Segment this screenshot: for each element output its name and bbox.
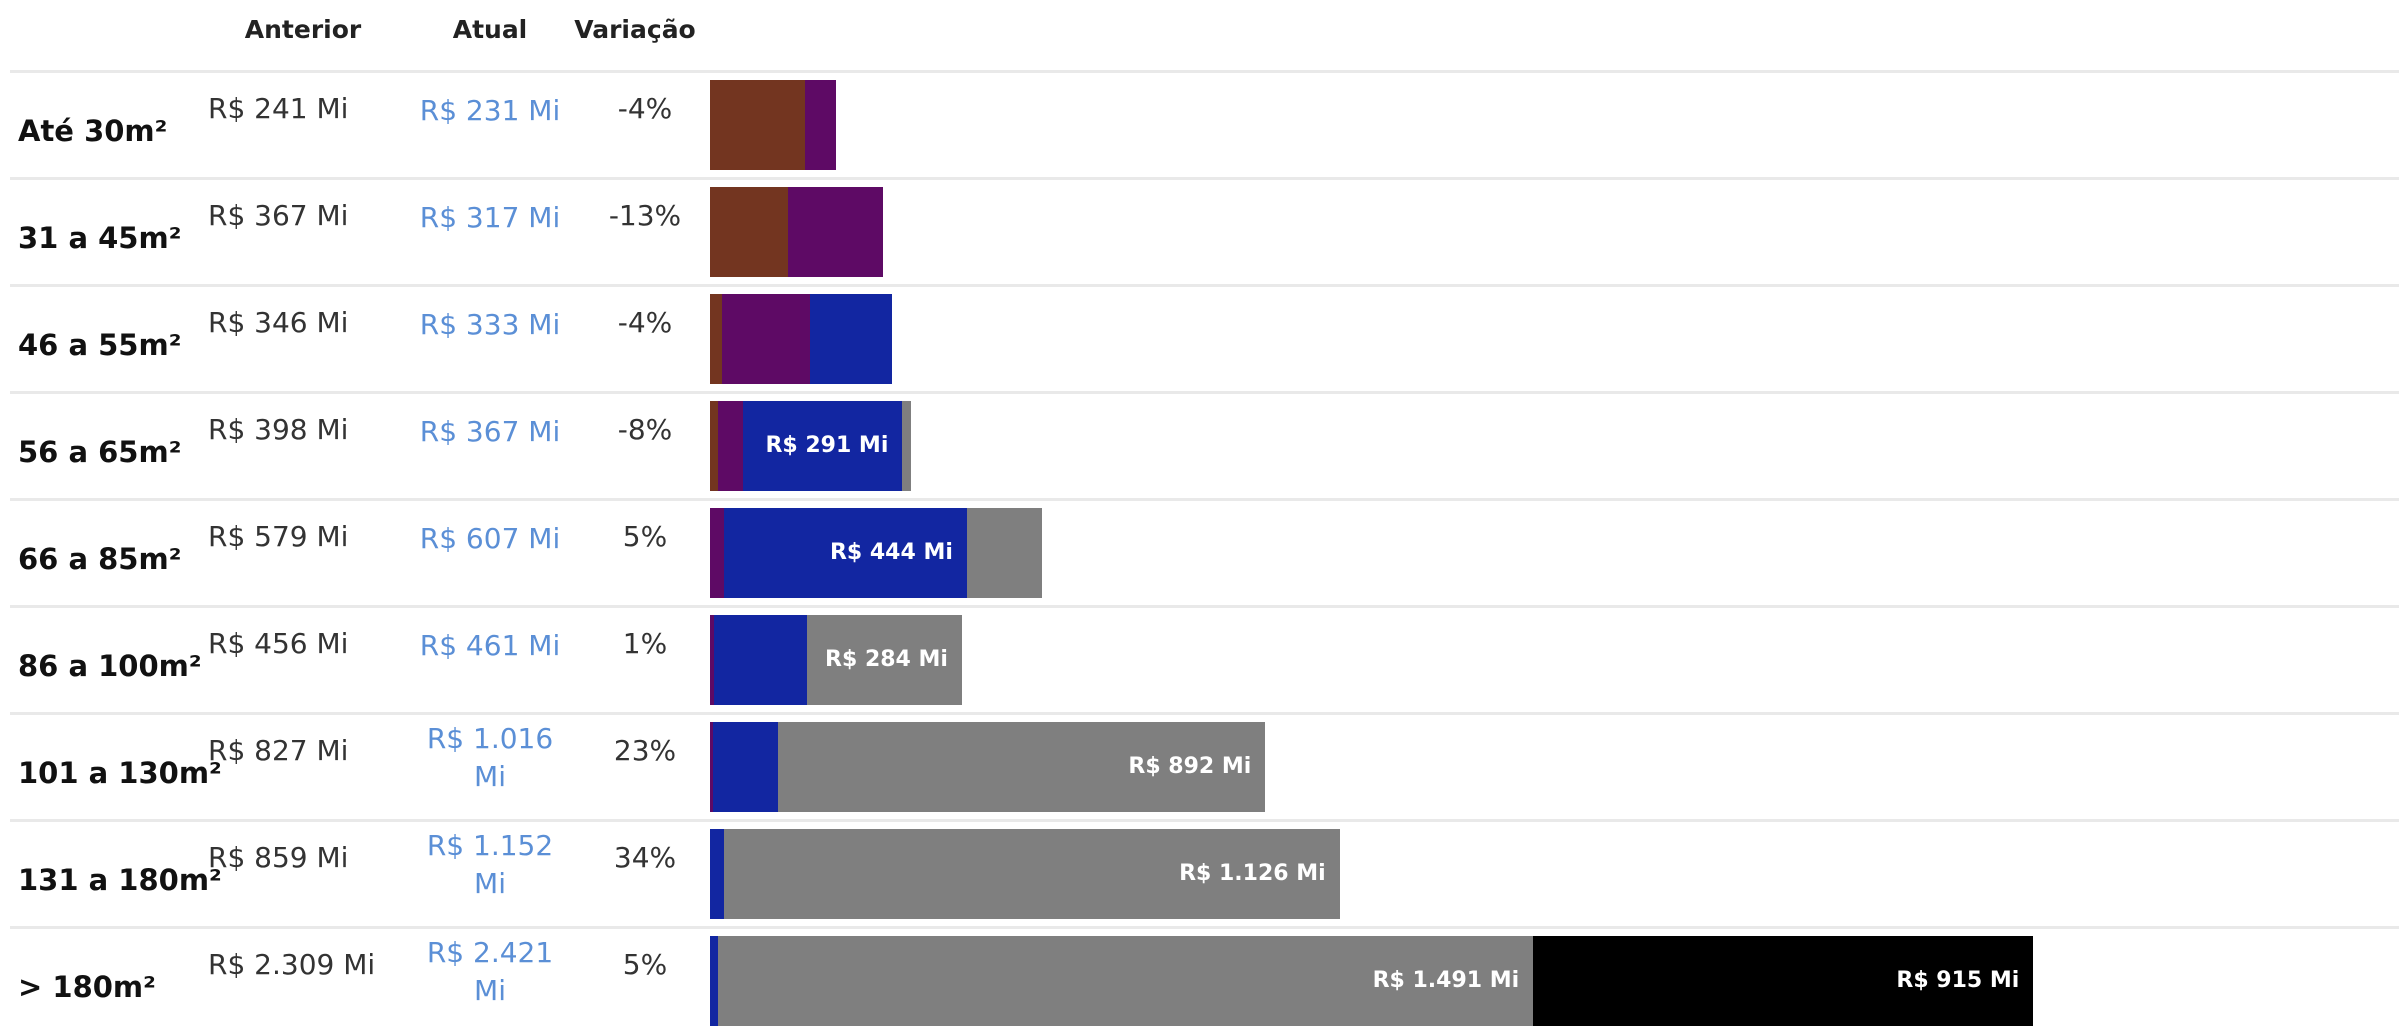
row-divider (10, 819, 2399, 822)
anterior-value: R$ 2.309 Mi (208, 948, 376, 981)
bar-data-label: R$ 284 Mi (825, 647, 948, 672)
bar-segment-gray (777, 722, 1266, 812)
row-divider (10, 284, 2399, 287)
variacao-value: -8% (617, 413, 673, 446)
anterior-value: R$ 827 Mi (208, 734, 349, 767)
bar-segment-purple (710, 508, 725, 598)
atual-value: R$ 333 Mi (419, 308, 561, 341)
anterior-value: R$ 859 Mi (208, 841, 349, 874)
variacao-value: -13% (608, 199, 682, 232)
row-divider (10, 177, 2399, 180)
row-divider (10, 391, 2399, 394)
table-row: 86 a 100m² R$ 456 Mi R$ 461 Mi 1% R$ 284 Mi (10, 605, 2399, 708)
bar-segment-black (1533, 936, 2034, 1026)
stacked-bar: R$ 1.491 Mi R$ 915 Mi (710, 936, 2399, 1026)
bar-segment-blue (810, 294, 892, 384)
variacao-value: 5% (622, 520, 668, 553)
atual-value: R$ 2.421 Mi (426, 936, 554, 1007)
table-row: Até 30m² R$ 241 Mi R$ 231 Mi -4% (10, 70, 2399, 173)
bar-segment-purple (710, 722, 713, 812)
anterior-value: R$ 346 Mi (208, 306, 349, 339)
variacao-value: 5% (622, 948, 668, 981)
bar-segment-gray (806, 615, 962, 705)
row-divider (10, 70, 2399, 73)
variacao-value: -4% (617, 306, 673, 339)
bar-segment-gray (724, 829, 1340, 919)
size-category-label: 46 a 55m² (18, 328, 182, 362)
size-category-label: 131 a 180m² (18, 863, 222, 897)
stacked-bar: R$ 291 Mi (710, 401, 2399, 491)
stacked-bar: R$ 892 Mi (710, 722, 2399, 812)
variacao-value: 23% (613, 734, 677, 767)
stacked-bar: R$ 284 Mi (710, 615, 2399, 705)
anterior-value: R$ 579 Mi (208, 520, 349, 553)
row-divider (10, 605, 2399, 608)
row-divider (10, 498, 2399, 501)
bar-segment-purple (717, 401, 744, 491)
bar-segment-purple (788, 187, 884, 277)
table-row: 56 a 65m² R$ 398 Mi R$ 367 Mi -8% R$ 291 Mi (10, 391, 2399, 494)
bar-data-label: R$ 1.491 Mi (1372, 968, 1520, 993)
stacked-bar (710, 80, 2399, 170)
bar-data-label: R$ 915 Mi (1896, 968, 2020, 993)
atual-value: R$ 367 Mi (419, 415, 561, 448)
bar-segment-brown (710, 187, 789, 277)
row-divider (10, 926, 2399, 929)
table-row: 31 a 45m² R$ 367 Mi R$ 317 Mi -13% (10, 177, 2399, 280)
bar-segment-gray (902, 401, 911, 491)
variacao-value: -4% (617, 92, 673, 125)
size-category-label: 66 a 85m² (18, 542, 182, 576)
atual-value: R$ 607 Mi (419, 522, 561, 555)
bar-segment-purple (722, 294, 811, 384)
bar-segment-blue (710, 936, 719, 1026)
anterior-value: R$ 241 Mi (208, 92, 349, 125)
variacao-value: 1% (622, 627, 668, 660)
table-row: 66 a 85m² R$ 579 Mi R$ 607 Mi 5% R$ 444 Mi (10, 498, 2399, 601)
bar-segment-blue (712, 722, 778, 812)
header-variacao: Variação (574, 15, 696, 44)
size-category-label: 101 a 130m² (18, 756, 222, 790)
bar-segment-blue (710, 829, 725, 919)
size-category-label: > 180m² (18, 970, 156, 1004)
bar-segment-brown (710, 401, 718, 491)
table-row: 131 a 180m² R$ 859 Mi R$ 1.152 Mi 34% R$ 1.1… (10, 819, 2399, 922)
size-category-label: 31 a 45m² (18, 221, 182, 255)
atual-value: R$ 461 Mi (419, 629, 561, 662)
bar-segment-gray (718, 936, 1534, 1026)
bar-data-label: R$ 892 Mi (1128, 754, 1252, 779)
table-row: 46 a 55m² R$ 346 Mi R$ 333 Mi -4% (10, 284, 2399, 387)
header-atual: Atual (452, 15, 528, 44)
table-row: > 180m² R$ 2.309 Mi R$ 2.421 Mi 5% R$ 1.491 … (10, 926, 2399, 1029)
size-category-label: Até 30m² (18, 114, 168, 148)
atual-value: R$ 317 Mi (419, 201, 561, 234)
bar-segment-purple (804, 80, 837, 170)
bar-segment-purple (710, 615, 715, 705)
bar-segment-blue (714, 615, 807, 705)
atual-value: R$ 1.016 Mi (426, 722, 554, 793)
bar-segment-gray (966, 508, 1042, 598)
anterior-value: R$ 456 Mi (208, 627, 349, 660)
size-category-label: 56 a 65m² (18, 435, 182, 469)
bar-segment-brown (710, 80, 805, 170)
header-anterior: Anterior (244, 15, 362, 44)
anterior-value: R$ 367 Mi (208, 199, 349, 232)
stacked-bar: R$ 1.126 Mi (710, 829, 2399, 919)
stacked-bar: R$ 444 Mi (710, 508, 2399, 598)
bar-data-label: R$ 1.126 Mi (1179, 861, 1326, 886)
bar-data-label: R$ 291 Mi (765, 433, 889, 458)
atual-value: R$ 231 Mi (419, 94, 561, 127)
table-row: 101 a 130m² R$ 827 Mi R$ 1.016 Mi 23% R$ 892… (10, 712, 2399, 815)
anterior-value: R$ 398 Mi (208, 413, 349, 446)
bar-data-label: R$ 444 Mi (829, 540, 953, 565)
bar-segment-brown (710, 294, 723, 384)
atual-value: R$ 1.152 Mi (426, 829, 554, 900)
stacked-bar (710, 187, 2399, 277)
bar-segment-blue (724, 508, 967, 598)
bar-segment-blue (743, 401, 903, 491)
variacao-value: 34% (613, 841, 677, 874)
size-category-label: 86 a 100m² (18, 649, 202, 683)
stacked-bar (710, 294, 2399, 384)
row-divider (10, 712, 2399, 715)
